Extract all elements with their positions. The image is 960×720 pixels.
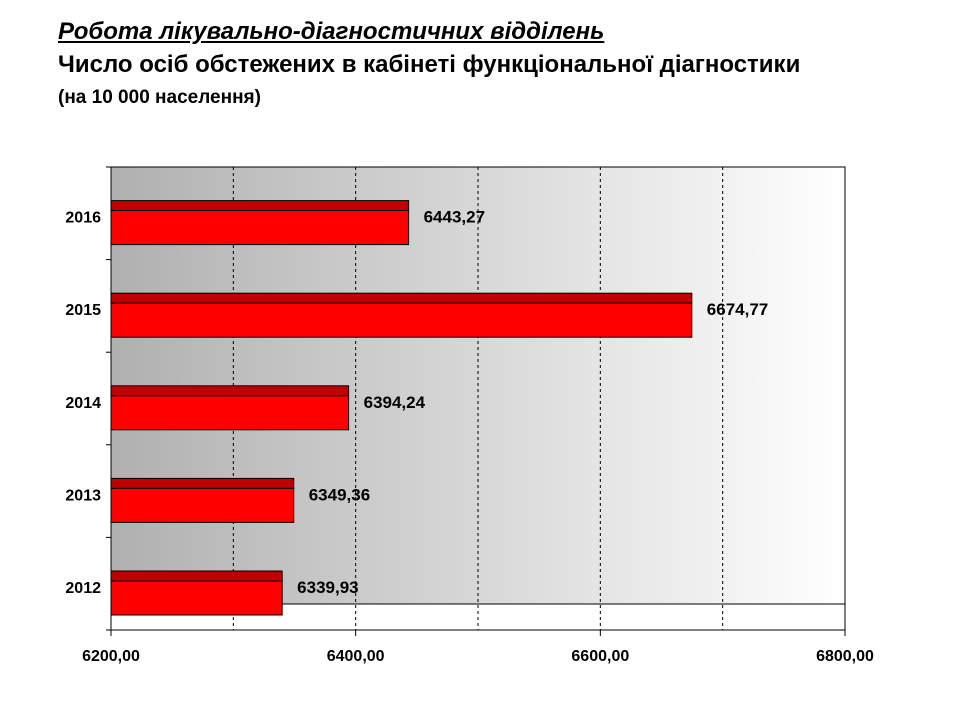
x-tick-label: 6600,00 [571,648,629,665]
x-tick-label: 6800,00 [816,648,874,665]
bar-top-2015 [110,292,693,304]
data-label-2012: 6339,93 [297,578,358,597]
bar-2013 [110,487,295,523]
data-label-2016: 6443,27 [424,208,485,227]
labels: 6200,00 6400,00 6600,00 6800,00 6339,93 2012 6… [65,208,874,665]
bar-top-2013 [110,477,295,489]
axes [106,166,846,636]
bar-2012 [110,580,283,616]
grid-lines [232,167,724,630]
bar-top-2014 [110,385,350,397]
bar-2014 [110,395,350,431]
bar-top-2012 [110,570,283,582]
y-tick-label-2013: 2013 [65,487,101,504]
data-label-2013: 6349,36 [309,485,370,504]
y-tick-label-2012: 2012 [65,580,101,597]
chart-unit-note: (на 10 000 населення) [58,87,261,108]
data-label-2014: 6394,24 [364,393,426,412]
bar-top-2016 [110,200,410,212]
y-tick-label-2016: 2016 [65,210,101,227]
chart-title: Робота лікувально-діагностичних відділен… [58,18,605,45]
y-tick-label-2014: 2014 [65,395,101,412]
x-tick-label: 6400,00 [327,648,385,665]
bar-2015 [110,302,693,338]
chart-subtitle: Число осіб обстежених в кабінеті функціо… [58,51,801,78]
x-tick-label: 6200,00 [82,648,140,665]
bar-2016 [110,210,410,246]
y-tick-label-2015: 2015 [65,302,101,319]
data-label-2015: 6674,77 [707,300,768,319]
